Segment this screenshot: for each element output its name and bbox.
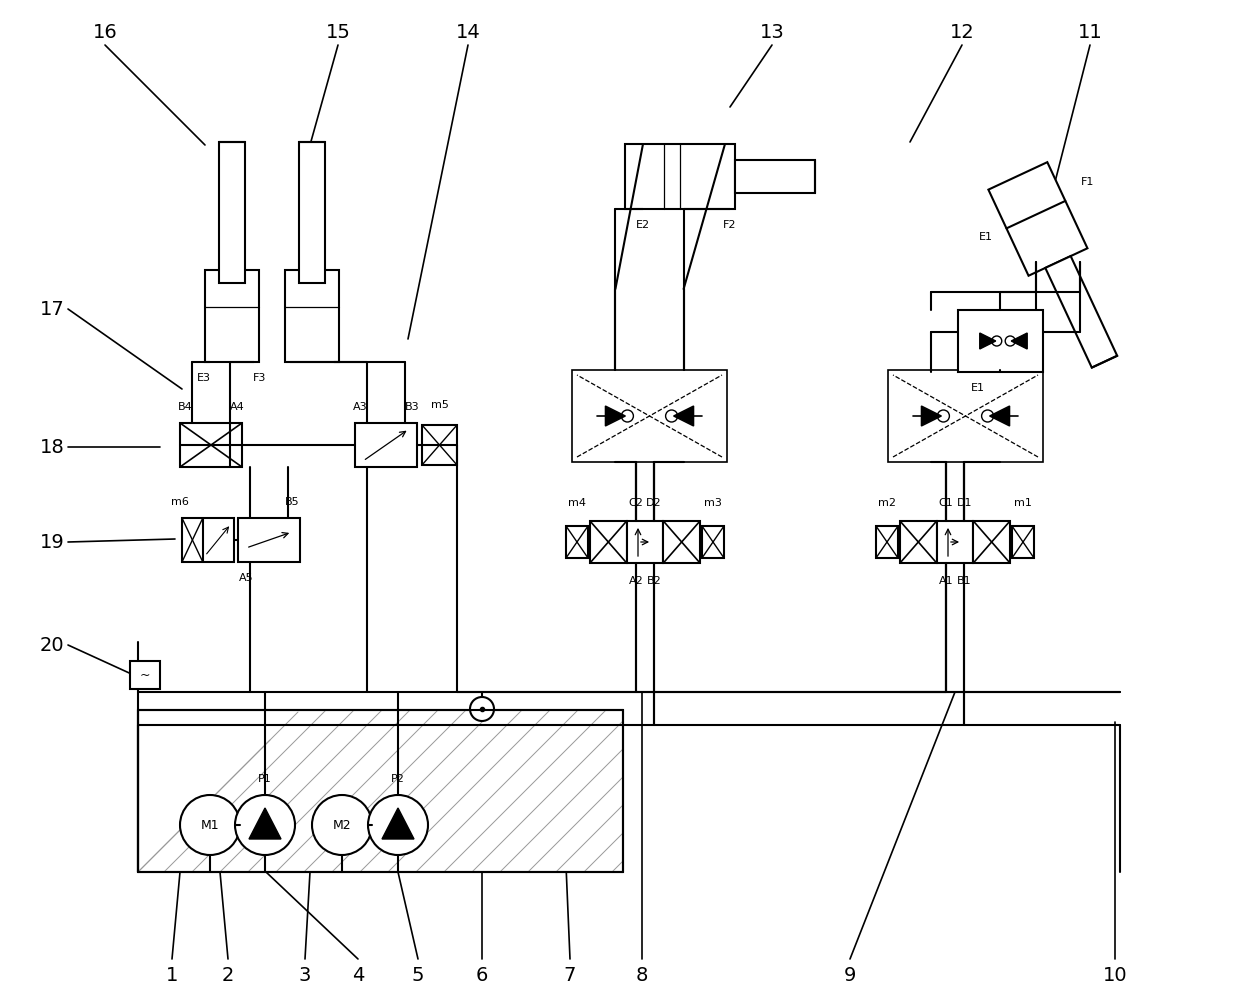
Text: E1: E1 <box>971 383 985 393</box>
Text: m3: m3 <box>704 498 722 508</box>
Text: 10: 10 <box>1102 965 1127 984</box>
Polygon shape <box>249 808 281 839</box>
Text: C2: C2 <box>629 498 644 508</box>
Text: B5: B5 <box>285 497 299 507</box>
Bar <box>959 310 1043 372</box>
Bar <box>130 661 160 689</box>
Bar <box>205 269 259 362</box>
Text: 6: 6 <box>476 965 489 984</box>
Text: 11: 11 <box>1078 23 1102 42</box>
Bar <box>702 526 724 558</box>
Text: 14: 14 <box>455 23 480 42</box>
Polygon shape <box>382 808 414 839</box>
Circle shape <box>368 795 428 855</box>
Text: 4: 4 <box>352 965 365 984</box>
Text: 5: 5 <box>412 965 424 984</box>
Text: C1: C1 <box>939 498 954 508</box>
Text: B1: B1 <box>957 576 971 586</box>
Bar <box>219 142 246 283</box>
Text: m4: m4 <box>568 498 587 508</box>
Circle shape <box>937 410 950 422</box>
Polygon shape <box>1011 333 1027 349</box>
Text: P1: P1 <box>258 774 272 784</box>
Bar <box>1012 526 1034 558</box>
Bar <box>936 521 973 563</box>
Text: m2: m2 <box>878 498 897 508</box>
Circle shape <box>470 697 494 721</box>
Text: 19: 19 <box>40 532 64 551</box>
Text: 15: 15 <box>326 23 351 42</box>
Text: 18: 18 <box>40 438 64 457</box>
Text: M2: M2 <box>332 819 351 831</box>
Circle shape <box>666 410 677 422</box>
Bar <box>625 144 735 209</box>
Text: 2: 2 <box>222 965 234 984</box>
Polygon shape <box>990 406 1009 426</box>
Text: 16: 16 <box>93 23 118 42</box>
Text: A1: A1 <box>939 576 954 586</box>
Text: m6: m6 <box>171 497 188 507</box>
Bar <box>565 526 588 558</box>
Text: 20: 20 <box>40 635 64 654</box>
Bar <box>180 423 242 467</box>
Circle shape <box>621 410 634 422</box>
Text: B4: B4 <box>177 402 192 412</box>
Text: P2: P2 <box>391 774 405 784</box>
Bar <box>422 425 458 465</box>
Bar <box>355 423 417 467</box>
Bar <box>663 521 701 563</box>
Text: D2: D2 <box>646 498 662 508</box>
Circle shape <box>180 795 241 855</box>
Text: F1: F1 <box>1081 177 1095 187</box>
Bar <box>138 710 622 872</box>
Text: 9: 9 <box>843 965 856 984</box>
Bar <box>299 142 325 283</box>
Text: 13: 13 <box>760 23 785 42</box>
Text: A4: A4 <box>229 402 244 412</box>
Bar <box>875 526 898 558</box>
Text: E1: E1 <box>980 232 993 242</box>
Text: M1: M1 <box>201 819 219 831</box>
Circle shape <box>982 410 993 422</box>
Circle shape <box>312 795 372 855</box>
Text: B3: B3 <box>404 402 419 412</box>
Text: D1: D1 <box>956 498 972 508</box>
Circle shape <box>1006 336 1016 346</box>
Bar <box>590 521 626 563</box>
Text: B2: B2 <box>647 576 662 586</box>
Text: 7: 7 <box>564 965 577 984</box>
Text: E2: E2 <box>636 220 650 230</box>
Bar <box>626 521 663 563</box>
Polygon shape <box>988 163 1087 276</box>
Polygon shape <box>673 406 693 426</box>
Text: F3: F3 <box>253 373 267 383</box>
Polygon shape <box>921 406 941 426</box>
Text: 12: 12 <box>950 23 975 42</box>
Bar <box>888 370 1043 462</box>
Text: m5: m5 <box>432 400 449 410</box>
Polygon shape <box>1045 256 1117 368</box>
Bar <box>900 521 936 563</box>
Text: 8: 8 <box>636 965 649 984</box>
Text: A5: A5 <box>238 573 253 583</box>
Text: A3: A3 <box>352 402 367 412</box>
Text: ~: ~ <box>140 669 150 682</box>
Bar <box>182 518 234 562</box>
Text: 17: 17 <box>40 299 64 318</box>
Text: m1: m1 <box>1014 498 1032 508</box>
Polygon shape <box>605 406 625 426</box>
Bar <box>572 370 727 462</box>
Circle shape <box>992 336 1002 346</box>
Bar <box>238 518 300 562</box>
Text: A2: A2 <box>629 576 644 586</box>
Text: 1: 1 <box>166 965 179 984</box>
Circle shape <box>236 795 295 855</box>
Text: 3: 3 <box>299 965 311 984</box>
Polygon shape <box>980 333 996 349</box>
Text: F2: F2 <box>723 220 737 230</box>
Bar <box>735 161 815 192</box>
Bar <box>285 269 339 362</box>
Bar <box>973 521 1011 563</box>
Text: E3: E3 <box>197 373 211 383</box>
